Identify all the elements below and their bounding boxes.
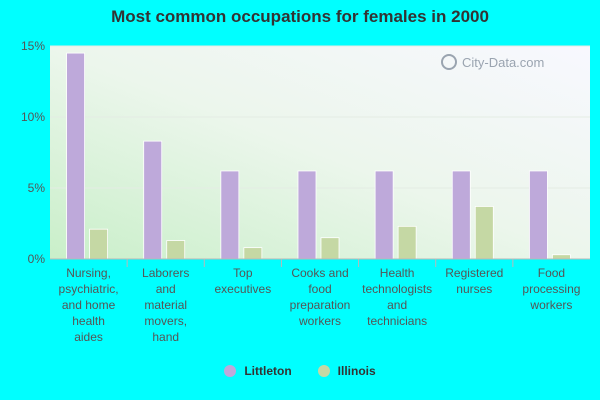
- y-tick-label: 10%: [21, 110, 45, 124]
- watermark: City-Data.com: [441, 54, 544, 70]
- bar-littleton: [374, 170, 394, 260]
- legend: Littleton Illinois: [0, 364, 600, 378]
- x-category-label: Top executives: [215, 266, 272, 296]
- x-category-label: Nursing, psychiatric, and home health aides: [59, 266, 119, 344]
- bar-littleton: [297, 170, 317, 260]
- bar-illinois: [166, 240, 186, 260]
- bar-littleton: [451, 170, 471, 260]
- bar-littleton: [220, 170, 240, 260]
- x-category-label: Food processing workers: [522, 266, 580, 312]
- bar-illinois: [397, 225, 417, 260]
- bar-illinois: [320, 237, 340, 260]
- legend-item-littleton: Littleton: [224, 364, 292, 378]
- bar-littleton: [66, 52, 85, 260]
- x-category-label: Registered nurses: [445, 266, 503, 296]
- bar-illinois: [89, 228, 108, 260]
- legend-label-illinois: Illinois: [337, 364, 376, 378]
- bar-illinois: [243, 247, 263, 260]
- y-tick-label: 5%: [28, 181, 46, 195]
- x-category-label: Cooks and food preparation workers: [290, 266, 351, 328]
- legend-swatch-illinois: [317, 365, 330, 377]
- bar-littleton: [529, 170, 548, 260]
- search-icon: [441, 54, 457, 70]
- bar-illinois: [552, 254, 571, 260]
- plot-area: [50, 46, 590, 259]
- legend-label-littleton: Littleton: [244, 364, 292, 378]
- watermark-text: City-Data.com: [462, 55, 544, 70]
- bar-illinois: [474, 206, 494, 260]
- chart-title: Most common occupations for females in 2…: [111, 7, 489, 26]
- bar-littleton: [143, 140, 163, 260]
- y-tick-label: 0%: [28, 252, 46, 266]
- y-tick-label: 15%: [21, 39, 45, 53]
- legend-swatch-littleton: [224, 365, 237, 377]
- x-category-label: Laborers and material movers, hand: [142, 266, 189, 344]
- legend-item-illinois: Illinois: [317, 364, 376, 378]
- x-category-label: Health technologists and technicians: [362, 266, 432, 328]
